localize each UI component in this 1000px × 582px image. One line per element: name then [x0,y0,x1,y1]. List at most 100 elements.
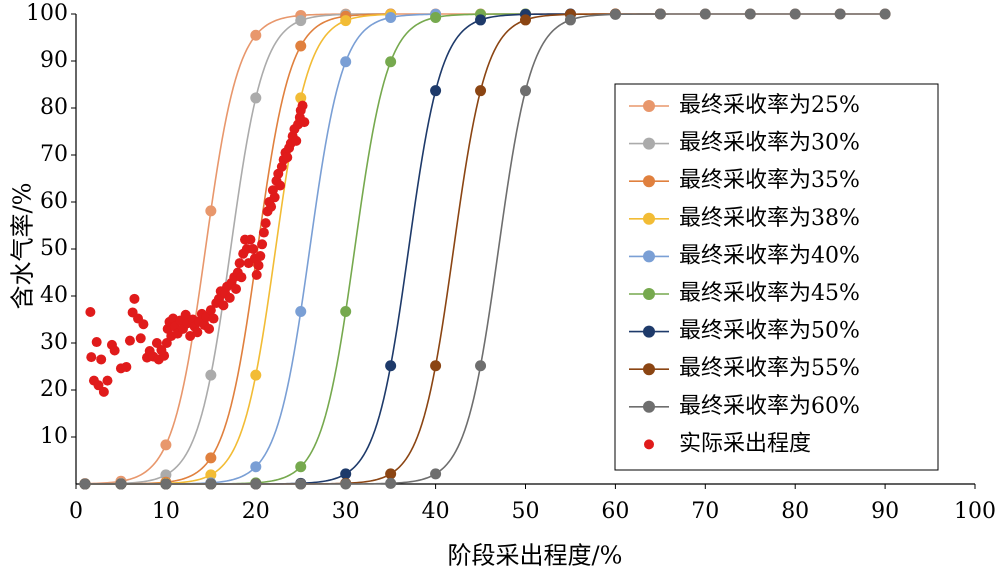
y-tick-label: 20 [40,377,68,402]
series-point [430,85,442,97]
actual-point [236,272,247,283]
actual-point [260,218,271,229]
series-point [340,15,352,27]
y-tick-label: 40 [40,283,68,308]
actual-point [224,292,235,303]
series-point [295,15,307,27]
series-point [430,360,442,372]
series-line [84,13,391,485]
actual-point [138,319,149,330]
legend-item: 最终采收率为50% [629,319,860,344]
y-tick-label: 50 [40,236,68,261]
series-point [385,360,397,372]
legend-marker [643,325,655,338]
series-point [699,8,711,20]
legend-label: 最终采收率为35% [679,168,860,193]
series-line [84,13,571,485]
actual-point [124,335,135,346]
legend-marker [643,175,655,188]
series-layer [79,8,891,490]
actual-point [257,239,268,250]
series-point [564,14,576,26]
series-point [205,205,217,217]
legend-label: 最终采收率为60% [679,394,860,419]
series-group [79,8,397,490]
x-axis-title: 阶段采出程度/% [448,542,623,570]
legend-label: 最终采收率为50% [679,319,860,344]
legend-label: 最终采收率为40% [679,243,860,268]
series-point [160,478,172,490]
actual-point [245,234,256,245]
series-point [295,478,307,490]
series-point [385,468,397,480]
legend-label: 最终采收率为38% [679,206,860,231]
actual-point [218,300,229,311]
y-tick-label: 60 [40,189,68,214]
legend-label: 最终采收率为25% [679,93,860,118]
legend-box [614,83,939,471]
y-axis-title: 含水气率/% [9,183,37,310]
legend-item: 最终采收率为55% [629,356,860,381]
legend-label: 最终采收率为55% [679,356,860,381]
actual-point [255,251,266,262]
series-point [340,56,352,68]
legend-marker [643,100,655,112]
series-point [475,360,487,372]
series-point [340,478,352,490]
series-point [205,452,217,464]
legend-label: 最终采收率为30% [679,131,860,156]
series-point [295,461,307,473]
y-tick-label: 80 [40,95,68,120]
actual-point [159,350,170,361]
actual-point [121,361,132,372]
actual-point [297,100,308,111]
x-tick-label: 20 [242,499,270,524]
series-point [609,8,621,20]
actual-point [180,309,191,320]
legend-item: 最终采收率为38% [629,206,860,231]
series-line [84,13,391,485]
series-point [205,369,217,381]
actual-point [102,375,113,386]
series-point [744,8,756,20]
actual-point [251,269,262,280]
series-point [430,468,442,480]
series-point [250,29,262,41]
legend-marker [644,439,654,450]
legend-item: 最终采收率为60% [629,394,860,419]
series-point [789,8,801,20]
series-point [385,56,397,68]
x-tick-label: 30 [332,499,360,524]
actual-point [96,354,107,365]
actual-point [253,260,264,271]
series-point [520,14,531,26]
actual-point [248,244,259,254]
series-group [79,8,397,490]
series-point [250,478,262,490]
y-tick-label: 100 [26,1,68,26]
y-tick-label: 70 [40,142,68,167]
actual-point [98,386,109,397]
actual-point [208,313,219,324]
series-point [654,8,666,20]
series-point [160,439,172,451]
series-point [115,478,127,490]
actual-point [135,333,146,344]
series-point [340,468,352,480]
series-line [84,13,391,485]
series-point [250,92,262,104]
x-tick-label: 80 [781,499,809,524]
actual-point [93,380,104,391]
legend-label: 最终采收率为45% [679,281,860,306]
actual-points-layer [85,100,310,397]
series-point [834,8,846,20]
series-point [250,461,262,473]
actual-point [231,283,242,294]
x-tick-label: 70 [691,499,719,524]
legend-item: 最终采收率为25% [629,93,860,118]
actual-point [299,117,310,128]
x-tick-label: 40 [422,499,450,524]
actual-point [85,306,96,317]
